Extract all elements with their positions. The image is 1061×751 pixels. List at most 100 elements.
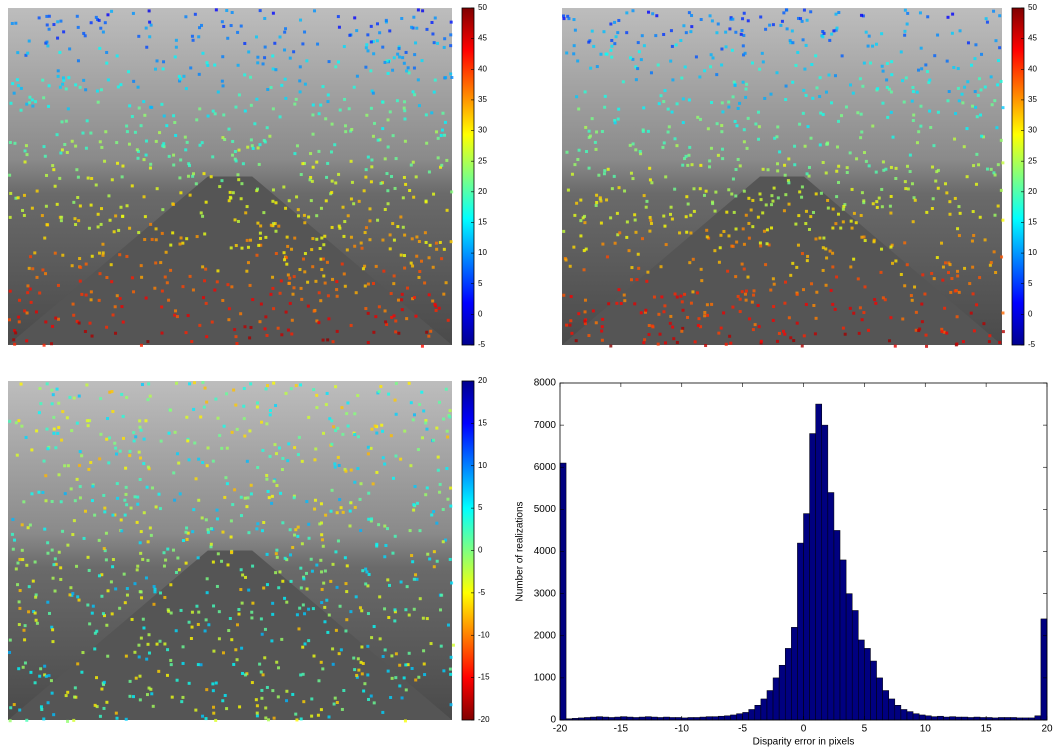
disparity-pixel — [111, 409, 115, 413]
disparity-pixel — [783, 163, 787, 167]
disparity-pixel — [226, 36, 230, 40]
disparity-pixel — [359, 660, 363, 664]
disparity-pixel — [230, 11, 234, 15]
disparity-pixel — [75, 14, 79, 18]
disparity-pixel — [47, 27, 51, 31]
disparity-pixel — [326, 630, 330, 634]
disparity-pixel — [263, 140, 267, 144]
disparity-pixel — [410, 554, 414, 558]
disparity-pixel — [345, 412, 349, 416]
disparity-pixel — [149, 222, 153, 226]
disparity-pixel — [197, 72, 201, 76]
disparity-pixel — [852, 311, 856, 315]
disparity-pixel — [201, 714, 205, 718]
disparity-pixel — [338, 498, 342, 502]
disparity-pixel — [47, 674, 51, 678]
disparity-pixel — [874, 301, 878, 305]
disparity-pixel — [754, 122, 758, 126]
disparity-pixel — [271, 601, 275, 605]
disparity-pixel — [670, 44, 674, 48]
disparity-pixel — [105, 325, 109, 329]
disparity-pixel — [856, 277, 860, 281]
disparity-pixel — [443, 133, 447, 137]
disparity-pixel — [38, 291, 42, 295]
disparity-pixel — [845, 171, 849, 175]
disparity-pixel — [742, 267, 746, 271]
disparity-pixel — [574, 339, 578, 343]
disparity-pixel — [332, 702, 336, 706]
disparity-pixel — [710, 19, 714, 23]
disparity-pixel — [42, 459, 46, 463]
disparity-pixel — [306, 280, 310, 284]
disparity-pixel — [239, 495, 243, 499]
disparity-pixel — [610, 55, 614, 59]
disparity-pixel — [99, 397, 103, 401]
disparity-pixel — [177, 461, 181, 465]
colorbar-tick-label: 20 — [478, 187, 487, 196]
disparity-pixel — [388, 583, 392, 587]
disparity-pixel — [288, 276, 292, 280]
disparity-pixel — [277, 446, 281, 450]
disparity-pixel — [759, 15, 763, 19]
disparity-pixel — [171, 202, 175, 206]
disparity-pixel — [380, 423, 384, 427]
disparity-pixel — [757, 325, 761, 329]
disparity-pixel — [366, 584, 370, 588]
disparity-pixel — [592, 44, 596, 48]
disparity-pixel — [325, 175, 329, 179]
disparity-pixel — [110, 178, 114, 182]
disparity-pixel — [890, 243, 894, 247]
disparity-pixel — [969, 311, 973, 315]
disparity-pixel — [226, 563, 230, 567]
disparity-pixel — [203, 279, 207, 283]
disparity-pixel — [217, 610, 221, 614]
disparity-pixel — [589, 66, 593, 70]
disparity-pixel — [656, 342, 660, 346]
x-tick-label: -10 — [675, 724, 690, 735]
histogram-bar — [602, 716, 609, 721]
disparity-pixel — [424, 493, 428, 497]
disparity-pixel — [255, 97, 259, 101]
road — [8, 176, 452, 345]
disparity-pixel — [342, 272, 346, 276]
histogram-bar — [851, 610, 859, 721]
disparity-pixel — [948, 212, 952, 216]
disparity-pixel — [61, 529, 65, 533]
disparity-pixel — [605, 255, 609, 259]
disparity-pixel — [386, 145, 390, 149]
disparity-pixel — [191, 174, 195, 178]
disparity-pixel — [95, 89, 99, 93]
disparity-pixel — [11, 547, 15, 551]
disparity-pixel — [411, 264, 415, 268]
disparity-pixel — [432, 565, 436, 569]
disparity-pixel — [830, 32, 834, 36]
disparity-pixel — [661, 145, 665, 149]
disparity-pixel — [265, 422, 269, 426]
disparity-pixel — [52, 427, 56, 431]
disparity-pixel — [192, 407, 196, 411]
disparity-pixel — [999, 138, 1003, 142]
disparity-pixel — [50, 342, 54, 346]
disparity-pixel — [629, 56, 633, 60]
disparity-pixel — [776, 125, 780, 129]
disparity-pixel — [18, 298, 22, 302]
disparity-pixel — [31, 267, 35, 271]
disparity-pixel — [73, 695, 77, 699]
disparity-pixel — [206, 114, 210, 118]
disparity-pixel — [945, 331, 949, 335]
histogram-bar — [596, 716, 603, 721]
disparity-pixel — [448, 409, 452, 413]
disparity-pixel — [584, 125, 588, 129]
disparity-pixel — [47, 84, 51, 88]
disparity-pixel — [730, 48, 734, 52]
disparity-pixel — [301, 162, 305, 166]
disparity-pixel — [804, 209, 808, 213]
disparity-pixel — [249, 483, 253, 487]
disparity-pixel — [165, 281, 169, 285]
disparity-pixel — [51, 576, 55, 580]
disparity-pixel — [910, 298, 914, 302]
disparity-pixel — [180, 700, 184, 704]
disparity-pixel — [432, 510, 436, 514]
disparity-pixel — [822, 236, 826, 240]
disparity-pixel — [363, 264, 367, 268]
